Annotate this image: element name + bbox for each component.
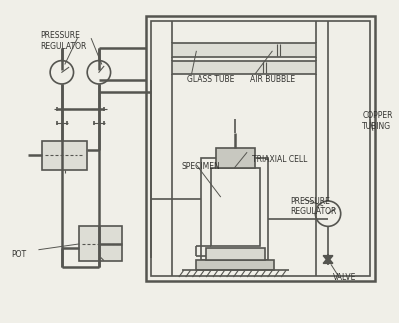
Text: PRESSURE
REGULATOR: PRESSURE REGULATOR	[290, 197, 336, 216]
Bar	[211, 168, 260, 246]
Text: PRESSURE
REGULATOR: PRESSURE REGULATOR	[40, 31, 87, 51]
Bar	[172, 43, 316, 57]
Text: TRIAXIAL CELL: TRIAXIAL CELL	[252, 155, 307, 164]
Text: SPECIMEN: SPECIMEN	[182, 162, 221, 171]
Bar	[172, 61, 316, 74]
Text: VALVE: VALVE	[333, 273, 356, 282]
Bar	[150, 21, 370, 276]
Circle shape	[87, 61, 111, 84]
Bar	[201, 158, 268, 260]
Polygon shape	[323, 257, 333, 263]
Text: AIR BUBBLE: AIR BUBBLE	[250, 75, 295, 84]
Bar	[196, 260, 275, 270]
Circle shape	[315, 201, 341, 226]
Bar	[42, 141, 87, 170]
Text: POT: POT	[11, 250, 26, 259]
Circle shape	[50, 61, 73, 84]
Text: COPPER
TUBING: COPPER TUBING	[362, 111, 393, 131]
Polygon shape	[323, 255, 333, 261]
Text: GLASS TUBE: GLASS TUBE	[187, 75, 234, 84]
Bar	[146, 16, 375, 281]
Bar	[79, 226, 122, 261]
Bar	[206, 248, 265, 260]
Bar	[216, 148, 255, 168]
